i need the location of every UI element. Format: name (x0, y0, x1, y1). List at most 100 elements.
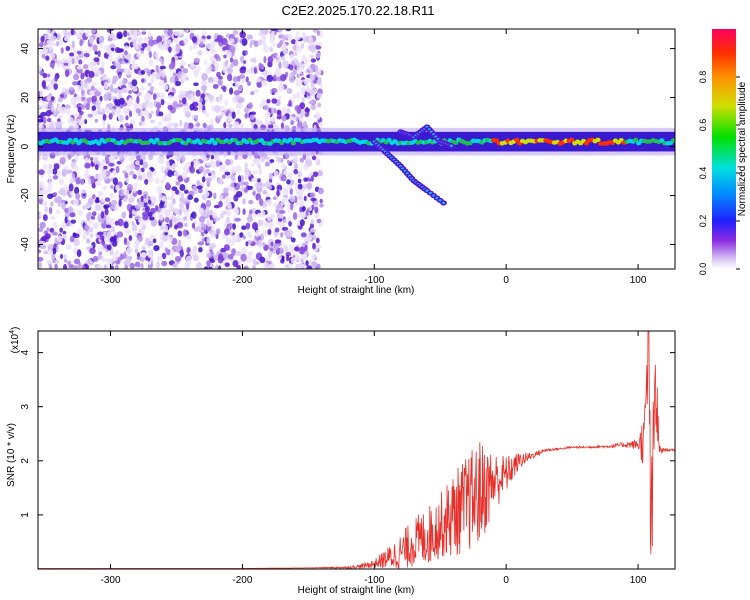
noise-speckle (193, 159, 200, 167)
noise-speckle (200, 231, 205, 237)
noise-speckle (189, 63, 196, 68)
noise-speckle (91, 29, 96, 34)
noise-speckle (258, 239, 262, 248)
noise-speckle (256, 178, 261, 183)
noise-speckle (100, 211, 105, 219)
noise-speckle (277, 84, 285, 92)
noise-speckle (259, 29, 267, 35)
noise-speckle (223, 228, 230, 236)
noise-speckle (211, 224, 215, 231)
carrier-band-peak (209, 137, 215, 143)
noise-speckle (157, 156, 165, 164)
noise-speckle (295, 61, 301, 67)
noise-speckle (232, 30, 239, 36)
noise-speckle (192, 185, 198, 191)
noise-speckle (248, 199, 254, 205)
noise-speckle (287, 33, 293, 42)
noise-speckle (263, 262, 269, 269)
noise-speckle (239, 232, 244, 238)
noise-speckle (241, 78, 248, 83)
noise-speckle (294, 36, 301, 41)
noise-speckle (103, 264, 107, 269)
noise-speckle (224, 171, 231, 176)
noise-speckle (235, 94, 242, 99)
noise-speckle (86, 258, 93, 267)
noise-speckle (250, 66, 254, 74)
noise-speckle (295, 263, 300, 269)
noise-speckle (182, 167, 187, 171)
noise-speckle (230, 173, 236, 181)
noise-speckle (135, 160, 140, 166)
noise-speckle (295, 188, 302, 196)
noise-speckle (175, 244, 182, 252)
noise-speckle (181, 192, 185, 201)
noise-speckle (155, 204, 159, 212)
noise-speckle (158, 213, 164, 221)
noise-speckle (109, 218, 116, 226)
noise-speckle (69, 177, 75, 185)
noise-speckle (273, 52, 278, 57)
noise-speckle (56, 33, 61, 41)
noise-speckle (47, 193, 54, 200)
noise-speckle (55, 196, 63, 203)
noise-speckle (80, 188, 87, 194)
noise-speckle (250, 163, 255, 167)
colorbar-ticks: 0.0 0.2 0.4 0.6 0.8 (698, 71, 740, 275)
spectrogram-marks (38, 29, 675, 269)
carrier-band-peak (73, 137, 79, 143)
noise-speckle (40, 111, 47, 117)
noise-speckle (124, 45, 129, 50)
noise-speckle (218, 200, 223, 208)
noise-speckle (109, 236, 116, 243)
noise-speckle (242, 208, 246, 216)
noise-speckle (277, 95, 282, 100)
noise-speckle (133, 102, 137, 110)
noise-speckle (281, 115, 287, 122)
noise-speckle (220, 111, 225, 117)
noise-speckle (235, 190, 243, 198)
noise-speckle (185, 260, 192, 266)
noise-speckle (83, 52, 90, 58)
noise-speckle (143, 193, 147, 199)
noise-speckle (213, 192, 217, 200)
noise-speckle (218, 180, 225, 185)
noise-speckle (136, 53, 142, 58)
noise-speckle (167, 29, 173, 37)
noise-speckle (82, 204, 87, 211)
noise-speckle (109, 193, 115, 199)
noise-speckle (137, 200, 144, 205)
noise-speckle (146, 113, 150, 120)
noise-speckle (308, 206, 313, 212)
noise-speckle (189, 165, 193, 171)
noise-speckle (88, 70, 95, 78)
noise-speckle (132, 86, 138, 92)
noise-speckle (97, 190, 104, 197)
noise-speckle (317, 169, 323, 177)
noise-speckle (198, 166, 204, 173)
noise-speckle (309, 228, 317, 233)
noise-speckle (94, 164, 99, 171)
noise-speckle (232, 76, 239, 83)
noise-speckle (64, 216, 68, 224)
noise-speckle (293, 169, 299, 175)
noise-speckle (242, 235, 246, 240)
noise-speckle (239, 31, 246, 39)
noise-speckle (141, 78, 145, 83)
noise-speckle (262, 230, 267, 237)
noise-speckle (195, 122, 201, 127)
x-tick-label: -300 (101, 575, 121, 586)
noise-speckle (141, 245, 146, 251)
noise-speckle (87, 197, 94, 205)
noise-speckle (180, 90, 186, 95)
noise-speckle (147, 211, 153, 217)
noise-speckle (94, 32, 101, 39)
noise-speckle (167, 104, 173, 111)
noise-speckle (179, 94, 184, 99)
noise-speckle (223, 187, 229, 194)
noise-speckle (257, 212, 262, 217)
noise-speckle (73, 247, 78, 254)
noise-speckle (235, 250, 242, 257)
noise-speckle (77, 106, 82, 113)
noise-speckle (280, 174, 287, 182)
noise-speckle (123, 107, 129, 115)
